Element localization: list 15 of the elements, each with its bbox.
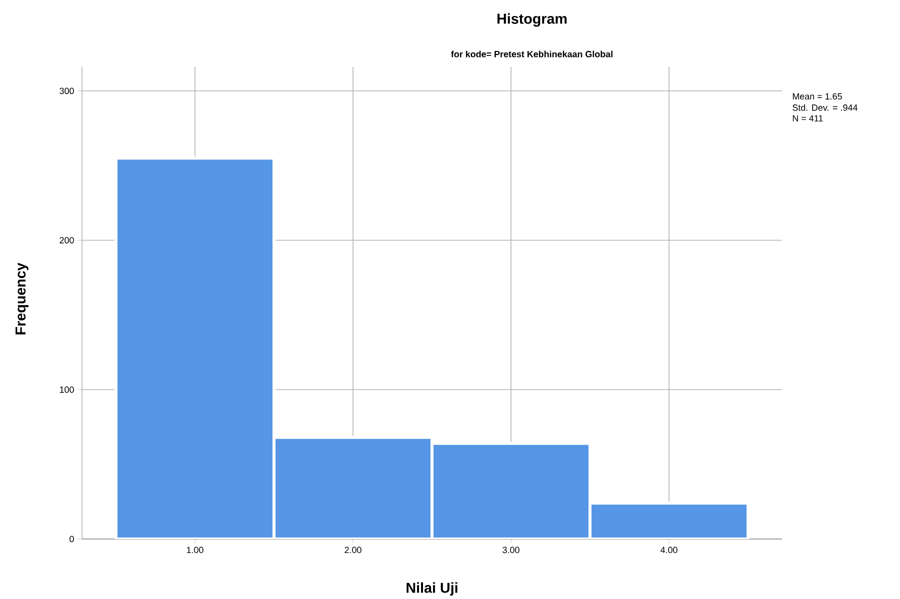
text: Std. Dev. = .944: [792, 104, 858, 111]
x-tick-label: 2.00: [344, 546, 362, 554]
y-tick-label: 0: [70, 536, 74, 542]
x-tick-label: 1.00: [186, 546, 204, 554]
y-tick-label: 300: [60, 88, 74, 94]
chart-title: Histogram: [497, 13, 567, 27]
y-tick-label: 200: [60, 237, 74, 244]
chart-subtitle: for kode= Pretest Kebhinekaan Global: [451, 50, 612, 58]
y-tick-label: 100: [60, 386, 74, 393]
x-tick-label: 3.00: [502, 546, 520, 554]
x-tick-label: 4.00: [660, 546, 678, 554]
y-axis-title: Frequency: [16, 262, 28, 334]
text: N = 411: [792, 115, 823, 122]
x-axis-title: Nilai Uji: [406, 582, 458, 596]
text: Mean = 1.65: [792, 93, 842, 100]
